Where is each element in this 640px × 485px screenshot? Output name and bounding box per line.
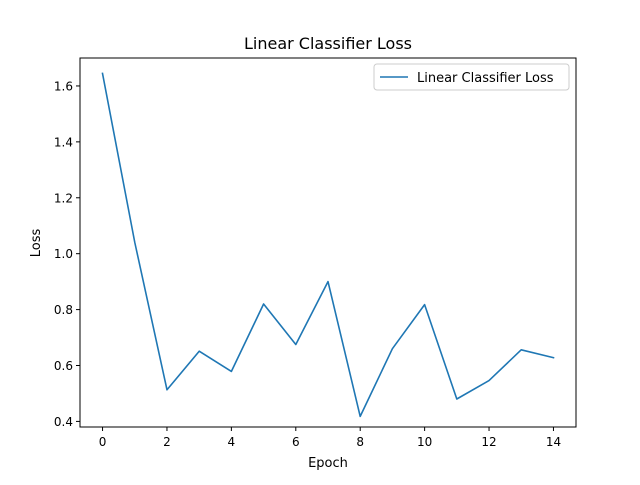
y-axis-label: Loss bbox=[29, 229, 44, 258]
x-tick-label: 14 bbox=[546, 435, 561, 449]
x-tick-label: 2 bbox=[163, 435, 171, 449]
legend-label: Linear Classifier Loss bbox=[417, 71, 554, 86]
y-tick-label: 1.4 bbox=[54, 135, 73, 149]
x-tick-label: 4 bbox=[228, 435, 236, 449]
x-tick-label: 10 bbox=[417, 435, 432, 449]
y-tick-label: 1.2 bbox=[54, 191, 73, 205]
chart-title: Linear Classifier Loss bbox=[244, 34, 412, 53]
y-tick-label: 0.6 bbox=[54, 359, 73, 373]
y-tick-label: 0.4 bbox=[54, 415, 73, 429]
legend: Linear Classifier Loss bbox=[374, 64, 569, 90]
x-tick-label: 0 bbox=[99, 435, 107, 449]
x-tick-label: 6 bbox=[292, 435, 300, 449]
y-tick-label: 1.0 bbox=[54, 247, 73, 261]
y-tick-label: 0.8 bbox=[54, 303, 73, 317]
x-tick-label: 8 bbox=[356, 435, 364, 449]
x-axis-label: Epoch bbox=[308, 456, 348, 471]
y-tick-label: 1.6 bbox=[54, 79, 73, 93]
x-tick-label: 12 bbox=[481, 435, 496, 449]
